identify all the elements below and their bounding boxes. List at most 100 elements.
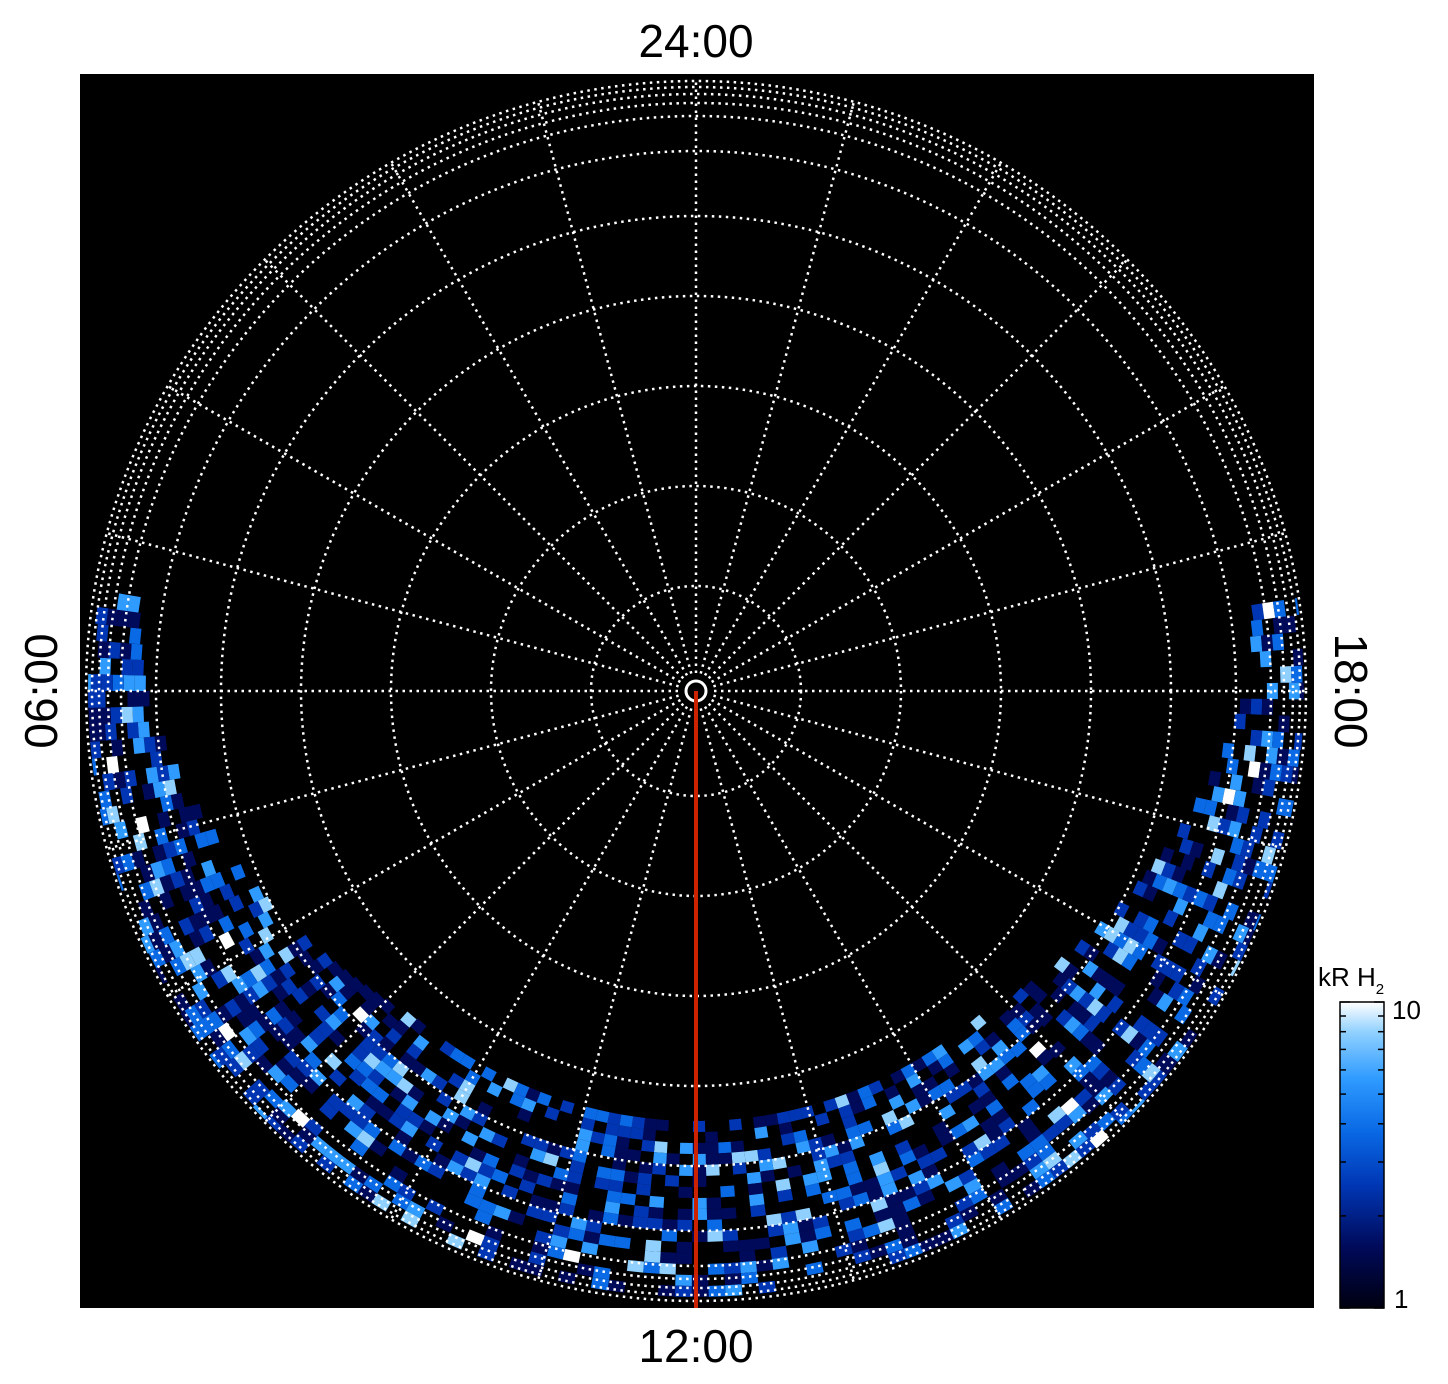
emission-cell: [167, 763, 181, 780]
emission-cell: [1271, 731, 1285, 749]
emission-cell: [240, 969, 258, 989]
emission-cell: [1231, 941, 1248, 962]
emission-cell: [1221, 867, 1238, 887]
emission-cell: [664, 1175, 680, 1187]
emission-cell: [449, 1047, 466, 1064]
emission-cell: [233, 1050, 253, 1071]
emission-cell: [661, 1229, 678, 1242]
emission-cell: [283, 1049, 303, 1069]
emission-cell: [1111, 1018, 1130, 1038]
emission-cell: [1122, 937, 1139, 955]
emission-cell: [1016, 1116, 1036, 1135]
emission-cell: [1047, 1105, 1067, 1125]
emission-cell: [1247, 761, 1261, 779]
emission-cell: [834, 1094, 850, 1109]
emission-cell: [90, 674, 102, 691]
emission-cell: [977, 1064, 995, 1082]
emission-cell: [405, 1043, 423, 1060]
emission-cell: [955, 1080, 973, 1097]
emission-cell: [196, 1016, 215, 1037]
emission-cell: [394, 1129, 413, 1147]
emission-cell: [566, 1170, 583, 1185]
emission-cell: [1235, 806, 1250, 825]
emission-cell: [1201, 860, 1217, 879]
emission-cell: [179, 883, 195, 902]
emission-cell: [916, 1189, 936, 1206]
emission-cell: [943, 1062, 961, 1079]
emission-cell: [1172, 881, 1188, 900]
emission-cell: [1178, 838, 1194, 856]
emission-cell: [385, 1069, 403, 1087]
emission-cell: [740, 1271, 759, 1285]
emission-cell: [368, 991, 385, 1008]
emission-cell: [656, 1119, 669, 1132]
emission-cell: [355, 1060, 374, 1079]
emission-cell: [97, 640, 110, 659]
emission-cell: [478, 1126, 496, 1143]
emission-cell: [271, 984, 289, 1003]
emission-cell: [1081, 1096, 1101, 1115]
emission-cell: [198, 891, 215, 910]
emission-cells: [88, 593, 1304, 1297]
emission-cell: [895, 1222, 915, 1239]
emission-cell: [660, 1251, 677, 1264]
emission-cell: [738, 1239, 755, 1252]
emission-cell: [894, 1139, 912, 1156]
emission-cell: [400, 1210, 421, 1228]
emission-cell: [472, 1172, 491, 1189]
emission-cell: [1225, 804, 1240, 822]
emission-cell: [1094, 920, 1111, 938]
emission-cell: [374, 1060, 393, 1078]
emission-cell: [518, 1179, 536, 1195]
emission-cell: [653, 1152, 667, 1165]
emission-cell: [753, 1237, 771, 1250]
emission-cell: [775, 1178, 791, 1192]
emission-cell: [927, 1085, 945, 1102]
grid-spoke: [713, 694, 1288, 851]
emission-cell: [137, 916, 155, 937]
emission-cell: [491, 1132, 509, 1149]
emission-cell: [249, 964, 267, 983]
emission-cell: [162, 840, 178, 859]
emission-cell: [209, 1052, 223, 1069]
emission-cell: [1265, 747, 1279, 765]
emission-cell: [110, 739, 124, 757]
emission-cell: [1142, 916, 1159, 934]
emission-cell: [1202, 910, 1219, 930]
emission-cell: [1262, 779, 1276, 797]
emission-cell: [1181, 935, 1199, 955]
emission-cell: [248, 947, 266, 966]
emission-cell: [1053, 956, 1071, 974]
emission-cell: [987, 1056, 1006, 1074]
emission-cell: [937, 1130, 955, 1147]
emission-cell: [1248, 825, 1264, 844]
emission-cell: [966, 1072, 984, 1090]
emission-cell: [626, 1149, 642, 1162]
emission-cell: [159, 874, 175, 893]
emission-cell: [845, 1171, 863, 1186]
emission-cell: [1123, 921, 1140, 939]
emission-cell: [1087, 1037, 1107, 1057]
emission-cell: [1180, 853, 1196, 872]
emission-cell: [631, 1116, 646, 1129]
emission-cell: [385, 1027, 403, 1045]
emission-cell: [744, 1149, 759, 1163]
emission-cell: [436, 1091, 454, 1108]
emission-cell: [731, 1151, 746, 1164]
emission-cell: [233, 992, 251, 1012]
emission-cell: [277, 946, 295, 964]
emission-cell: [607, 1112, 622, 1126]
emission-cell: [137, 721, 150, 738]
emission-cell: [1299, 682, 1304, 700]
emission-cell: [649, 1195, 665, 1208]
emission-cell: [221, 1039, 240, 1060]
emission-cell: [134, 675, 146, 691]
emission-cell: [357, 984, 375, 1001]
grid-circle: [84, 79, 1308, 1303]
emission-cell: [823, 1143, 840, 1159]
emission-cell: [752, 1115, 767, 1129]
emission-cell: [826, 1154, 843, 1169]
emission-cell: [1075, 1007, 1093, 1026]
emission-cell: [316, 952, 333, 970]
emission-cell: [580, 1241, 599, 1256]
